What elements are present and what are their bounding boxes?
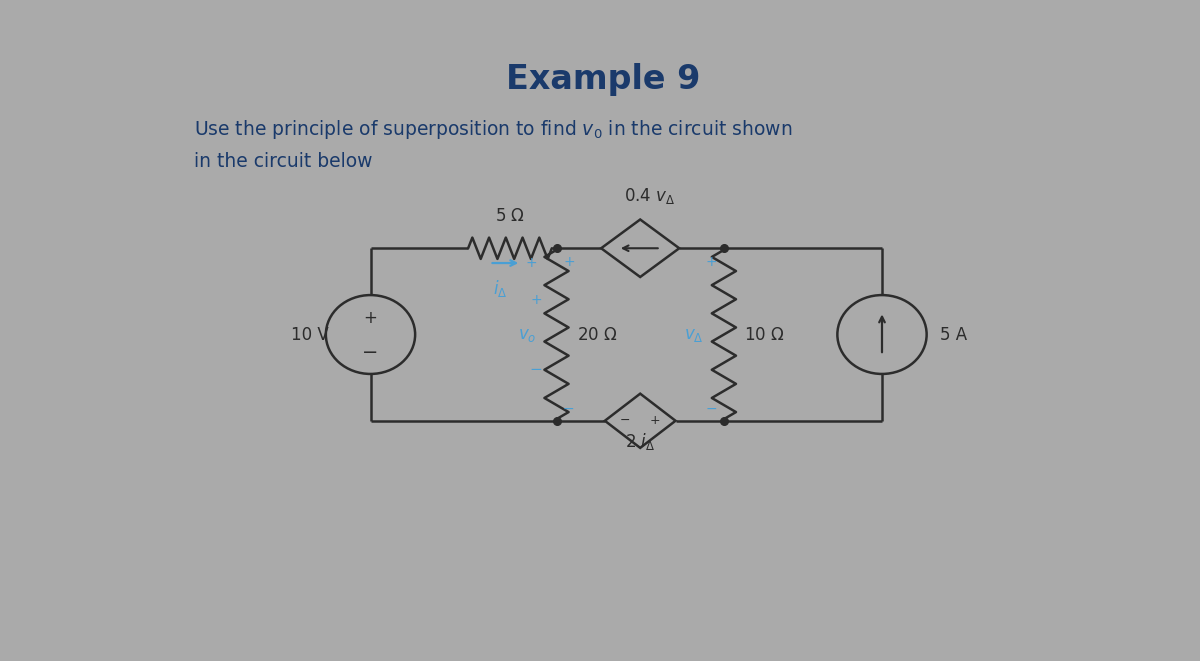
- Text: 10 $\Omega$: 10 $\Omega$: [744, 325, 785, 344]
- Text: +: +: [649, 414, 660, 427]
- Text: 20 $\Omega$: 20 $\Omega$: [577, 325, 618, 344]
- Text: $2\ i_\Delta$: $2\ i_\Delta$: [625, 430, 655, 451]
- Text: +: +: [526, 256, 538, 270]
- Text: $v_o$: $v_o$: [517, 325, 536, 344]
- Text: Use the principle of superposition to find $v_0$ in the circuit shown: Use the principle of superposition to fi…: [194, 118, 792, 141]
- Text: −: −: [706, 402, 718, 416]
- Text: −: −: [529, 362, 542, 377]
- Text: $i_\Delta$: $i_\Delta$: [493, 278, 508, 299]
- Text: −: −: [362, 343, 379, 362]
- Text: in the circuit below: in the circuit below: [194, 153, 372, 171]
- Text: +: +: [364, 309, 378, 327]
- Text: Example 9: Example 9: [506, 63, 700, 97]
- Text: −: −: [620, 414, 630, 427]
- Text: +: +: [706, 255, 718, 269]
- Text: +: +: [563, 255, 575, 269]
- Text: +: +: [530, 293, 542, 307]
- Text: 5 A: 5 A: [940, 325, 967, 344]
- Text: $v_\Delta$: $v_\Delta$: [684, 325, 703, 344]
- Text: −: −: [563, 402, 575, 416]
- Text: 10 V: 10 V: [290, 325, 329, 344]
- Text: 5 $\Omega$: 5 $\Omega$: [496, 208, 524, 225]
- Text: $0.4\ v_\Delta$: $0.4\ v_\Delta$: [624, 186, 676, 206]
